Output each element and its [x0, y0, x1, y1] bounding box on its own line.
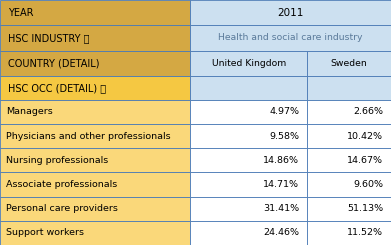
Text: YEAR: YEAR [8, 8, 33, 18]
Text: HSC OCC (DETAIL) ⓘ: HSC OCC (DETAIL) ⓘ [8, 83, 106, 93]
Bar [190, 100, 307, 124]
Bar [0, 100, 190, 124]
Bar [307, 124, 391, 148]
Text: 31.41%: 31.41% [263, 204, 299, 213]
Text: United Kingdom: United Kingdom [212, 59, 286, 68]
Bar [307, 196, 391, 221]
Text: Nursing professionals: Nursing professionals [6, 156, 108, 165]
Bar [307, 172, 391, 196]
Bar [0, 25, 190, 51]
Bar [0, 221, 190, 245]
Text: Health and social care industry: Health and social care industry [219, 34, 363, 42]
Bar [0, 148, 190, 172]
Bar [190, 51, 307, 76]
Bar [307, 100, 391, 124]
Text: 4.97%: 4.97% [269, 107, 299, 116]
Text: 11.52%: 11.52% [347, 228, 383, 237]
Text: 14.71%: 14.71% [263, 180, 299, 189]
Bar [0, 0, 190, 25]
Bar [190, 196, 307, 221]
Bar [0, 196, 190, 221]
Text: COUNTRY (DETAIL): COUNTRY (DETAIL) [8, 58, 99, 68]
Bar [190, 148, 307, 172]
Text: Personal care providers: Personal care providers [6, 204, 118, 213]
Bar [0, 172, 190, 196]
Bar [0, 76, 190, 100]
Bar [190, 25, 391, 51]
Bar [190, 221, 307, 245]
Bar [0, 51, 190, 76]
Text: 24.46%: 24.46% [263, 228, 299, 237]
Text: 2.66%: 2.66% [353, 107, 383, 116]
Text: 14.67%: 14.67% [347, 156, 383, 165]
Text: 2011: 2011 [278, 8, 304, 18]
Bar [0, 124, 190, 148]
Bar [190, 76, 307, 100]
Text: Physicians and other professionals: Physicians and other professionals [6, 132, 170, 141]
Text: Support workers: Support workers [6, 228, 84, 237]
Text: 9.58%: 9.58% [269, 132, 299, 141]
Text: Sweden: Sweden [331, 59, 367, 68]
Text: Associate professionals: Associate professionals [6, 180, 117, 189]
Bar [307, 76, 391, 100]
Bar [190, 0, 391, 25]
Text: 14.86%: 14.86% [263, 156, 299, 165]
Text: 10.42%: 10.42% [347, 132, 383, 141]
Text: Managers: Managers [6, 107, 53, 116]
Bar [190, 124, 307, 148]
Text: 51.13%: 51.13% [347, 204, 383, 213]
Bar [307, 51, 391, 76]
Bar [307, 221, 391, 245]
Bar [307, 148, 391, 172]
Text: 9.60%: 9.60% [353, 180, 383, 189]
Bar [190, 172, 307, 196]
Text: HSC INDUSTRY ⓘ: HSC INDUSTRY ⓘ [8, 33, 89, 43]
